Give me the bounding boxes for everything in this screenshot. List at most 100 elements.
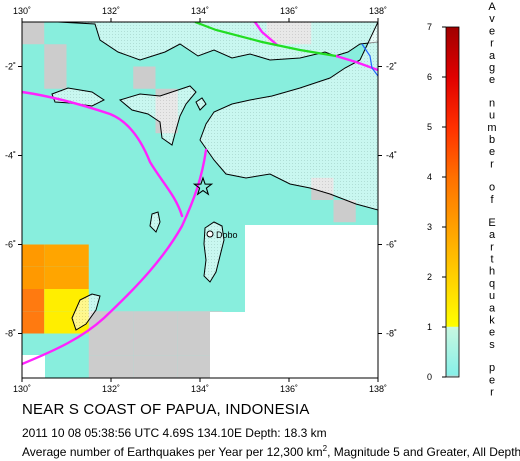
seismicity-map: Dobo 130˚ 130˚ 132˚ 132˚ 134˚ 134˚ 136˚ 136˚ 138… (5, 1, 497, 399)
activity-cell (22, 244, 45, 267)
zero-cell (88, 355, 111, 378)
activity-cell (22, 311, 45, 334)
legend-title-letter: e (489, 374, 495, 386)
lat-label-right: -4˚ (386, 151, 397, 161)
legend-tick-label: 2 (427, 272, 432, 282)
lat-label-left: -2˚ (5, 62, 16, 72)
lon-label-bottom: 134˚ (191, 384, 209, 394)
legend-colorbar (445, 26, 460, 378)
zero-cell (133, 66, 156, 89)
zero-cell (111, 333, 134, 356)
legend-tick-label: 5 (427, 122, 432, 132)
plate-boundary-north (253, 22, 278, 46)
zero-cell (177, 311, 200, 334)
activity-cell (22, 266, 45, 289)
legend-tick-label: 7 (427, 22, 432, 32)
zero-cell (133, 311, 156, 334)
city-dot (206, 230, 214, 238)
zero-cell (177, 355, 200, 378)
legend-title-letter: t (490, 254, 493, 266)
legend-title-letter: q (489, 278, 495, 290)
plate-boundary-east (334, 54, 378, 72)
legend-title-letter: e (489, 146, 495, 158)
zero-cell (333, 200, 356, 223)
activity-cell (44, 311, 67, 334)
legend-title-letter: f (490, 194, 494, 206)
zero-cell (44, 44, 67, 67)
legend-title-letter: A (488, 1, 496, 13)
map-note-text: Average number of Earthquakes per Year p… (22, 445, 323, 459)
zero-cell (155, 333, 178, 356)
lon-label-bottom: 130˚ (13, 384, 31, 394)
legend-title-letter: u (489, 110, 495, 122)
river (361, 43, 378, 77)
tanimbar-islands (71, 293, 101, 331)
legend-title-letter: r (490, 241, 494, 253)
kai-island (149, 211, 161, 233)
activity-cell (44, 289, 67, 312)
lat-label-left: -8˚ (5, 329, 16, 339)
lon-label-top: 132˚ (102, 6, 120, 16)
legend-title-letter: e (489, 25, 495, 37)
map-note: Average number of Earthquakes per Year p… (22, 444, 520, 459)
zero-cell (155, 311, 178, 334)
activity-cell (66, 266, 89, 289)
legend-title-letter: h (489, 266, 495, 278)
map-note-superscript: 2 (322, 444, 328, 453)
lon-label-top: 130˚ (13, 6, 31, 16)
zero-cell (111, 311, 134, 334)
plate-boundary-aru-trough (22, 148, 208, 366)
legend-title-letter: m (487, 122, 496, 134)
zero-cell (111, 355, 134, 378)
legend-title-letter: p (489, 362, 495, 374)
lon-label-top: 134˚ (191, 6, 209, 16)
lon-label-bottom: 136˚ (280, 384, 298, 394)
legend-title-letter: n (489, 97, 495, 109)
region-title: NEAR S COAST OF PAPUA, INDONESIA (22, 401, 310, 418)
zero-cell (44, 66, 67, 89)
legend-tick-label: 1 (427, 322, 432, 332)
legend-tick-label: 4 (427, 172, 432, 182)
legend-title-letter: r (490, 387, 494, 399)
legend-tick-label: 6 (427, 72, 432, 82)
legend-title-letter: o (489, 182, 495, 194)
legend-title-letter: b (489, 134, 495, 146)
legend-title-letter: g (489, 62, 495, 74)
lat-label-right: -8˚ (386, 329, 397, 339)
event-info: 2011 10 08 05:38:56 UTC 4.69S 134.10E De… (22, 426, 327, 440)
lat-label-right: -6˚ (386, 240, 397, 250)
zero-cell (22, 22, 45, 45)
legend-title-letter: a (489, 50, 496, 62)
lat-label-right: -2˚ (386, 62, 397, 72)
legend-title-letter: a (489, 302, 496, 314)
legend-title-letter: r (490, 38, 494, 50)
legend-title-letter: k (489, 315, 495, 327)
lon-label-top: 138˚ (369, 6, 387, 16)
activity-cell (66, 244, 89, 267)
zero-cell (155, 355, 178, 378)
legend-title-letter: e (489, 74, 495, 86)
legend: 0 1 2 3 4 5 6 7 AveragenumberofEarthquakesperYe… (427, 1, 497, 399)
activity-cell (44, 266, 67, 289)
papua-south-coast (199, 22, 378, 211)
city-label: Dobo (216, 230, 238, 240)
legend-tick-label: 0 (427, 372, 432, 382)
zero-cell (133, 355, 156, 378)
small-island-north (195, 97, 207, 111)
lat-label-left: -4˚ (5, 151, 16, 161)
no-data-region (210, 225, 378, 378)
plate-boundary-seram (22, 90, 184, 218)
zero-cell (177, 333, 200, 356)
fault-line (194, 22, 337, 58)
activity-cell (44, 244, 67, 267)
legend-title-letter: r (490, 158, 494, 170)
legend-title-letter: e (489, 327, 495, 339)
lon-label-bottom: 132˚ (102, 384, 120, 394)
bomberai-peninsula (118, 85, 197, 146)
legend-ticks: 0 1 2 3 4 5 6 7 (427, 22, 446, 382)
legend-title-letter: v (489, 13, 495, 25)
legend-tick-label: 3 (427, 222, 432, 232)
legend-title-letter: u (489, 290, 495, 302)
star-icon (192, 176, 214, 196)
